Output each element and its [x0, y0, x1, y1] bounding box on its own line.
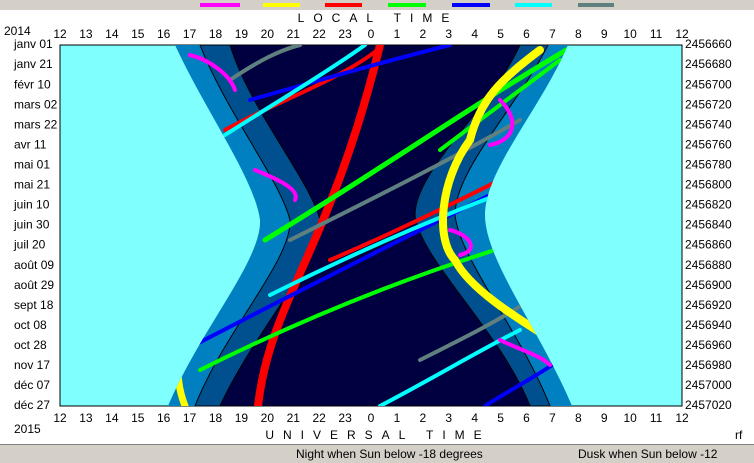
date-label: juil 20	[13, 238, 46, 252]
date-label: sept 18	[14, 298, 54, 312]
hour-label-top: 20	[261, 27, 275, 41]
hour-label-bottom: 9	[601, 411, 608, 425]
julian-day-label: 2456720	[685, 97, 732, 111]
hour-label-top: 19	[235, 27, 249, 41]
julian-day-label: 2456980	[685, 358, 732, 372]
julian-day-label: 2456660	[685, 37, 732, 51]
hour-label-bottom: 5	[497, 411, 504, 425]
legend-bar	[0, 0, 754, 10]
hour-label-top: 0	[368, 27, 375, 41]
dusk-note: Dusk when Sun below -12 degrees	[578, 447, 718, 463]
date-label: mai 21	[14, 178, 50, 192]
julian-day-label: 2456700	[685, 77, 732, 91]
date-label: juin 30	[13, 218, 50, 232]
julian-day-label: 2456960	[685, 338, 732, 352]
hour-label-top: 22	[312, 27, 326, 41]
hour-label-top: 4	[471, 27, 478, 41]
date-label: janv 21	[13, 57, 53, 71]
date-label: oct 28	[14, 338, 47, 352]
hour-label-bottom: 12	[675, 411, 689, 425]
julian-day-label: 2456760	[685, 137, 732, 151]
hour-label-top: 18	[209, 27, 223, 41]
hour-label-bottom: 4	[471, 411, 478, 425]
date-label: nov 17	[14, 358, 50, 372]
local-time-title: LOCAL TIME	[298, 11, 459, 25]
julian-day-label: 2456920	[685, 298, 732, 312]
julian-day-label: 2456840	[685, 218, 732, 232]
hour-label-bottom: 3	[445, 411, 452, 425]
hour-label-top: 21	[287, 27, 301, 41]
date-label: janv 01	[13, 37, 53, 51]
night-note: Night when Sun below -18 degrees	[296, 447, 483, 461]
julian-day-label: 2456800	[685, 178, 732, 192]
julian-day-label: 2456820	[685, 198, 732, 212]
hour-label-top: 8	[575, 27, 582, 41]
julian-day-label: 2457000	[685, 378, 732, 392]
hour-label-bottom: 0	[368, 411, 375, 425]
hour-label-top: 17	[183, 27, 197, 41]
hour-label-top: 12	[53, 27, 67, 41]
hour-label-bottom: 10	[623, 411, 637, 425]
hour-label-top: 9	[601, 27, 608, 41]
date-label: déc 27	[14, 398, 50, 412]
hour-label-top: 6	[523, 27, 530, 41]
hour-label-bottom: 19	[235, 411, 249, 425]
hour-label-top: 5	[497, 27, 504, 41]
julian-day-label: 2456880	[685, 258, 732, 272]
year-end: 2015	[14, 422, 41, 436]
hour-label-bottom: 11	[650, 411, 663, 425]
hour-label-bottom: 7	[549, 411, 556, 425]
date-label: févr 10	[14, 77, 51, 91]
hour-label-top: 12	[675, 27, 689, 41]
julian-day-label: 2456780	[685, 158, 732, 172]
julian-day-label: 2456860	[685, 238, 732, 252]
hour-label-top: 16	[157, 27, 171, 41]
hour-label-top: 7	[549, 27, 556, 41]
hour-label-bottom: 2	[419, 411, 426, 425]
hour-label-bottom: 16	[157, 411, 171, 425]
hour-label-bottom: 8	[575, 411, 582, 425]
hour-label-top: 1	[394, 27, 401, 41]
hour-label-bottom: 13	[79, 411, 93, 425]
hour-label-bottom: 14	[105, 411, 119, 425]
hour-label-top: 10	[623, 27, 637, 41]
date-label: mai 01	[14, 158, 50, 172]
julian-day-label: 2456940	[685, 318, 732, 332]
julian-day-label: 2456900	[685, 278, 732, 292]
hour-label-bottom: 12	[53, 411, 67, 425]
status-bar: Night when Sun below -18 degrees Dusk wh…	[0, 444, 754, 463]
date-label: avr 11	[14, 137, 47, 151]
hour-label-top: 11	[650, 27, 663, 41]
hour-label-top: 23	[338, 27, 352, 41]
universal-time-title: UNIVERSAL TIME	[265, 428, 490, 442]
hour-label-bottom: 1	[394, 411, 401, 425]
hour-label-bottom: 20	[261, 411, 275, 425]
date-label: août 29	[14, 278, 54, 292]
julian-day-label: 2456740	[685, 117, 732, 131]
julian-day-label: 2456680	[685, 57, 732, 71]
hour-label-top: 3	[445, 27, 452, 41]
date-label: oct 08	[14, 318, 47, 332]
corner-label: rf	[735, 428, 743, 442]
hour-label-top: 13	[79, 27, 93, 41]
date-label: mars 22	[14, 117, 58, 131]
hour-label-top: 15	[131, 27, 145, 41]
date-label: août 09	[14, 258, 54, 272]
date-label: juin 10	[13, 198, 50, 212]
hour-label-bottom: 18	[209, 411, 223, 425]
hour-label-top: 2	[419, 27, 426, 41]
hour-label-bottom: 15	[131, 411, 145, 425]
julian-day-label: 2457020	[685, 398, 732, 412]
year-start: 2014	[4, 24, 31, 38]
hour-label-top: 14	[105, 27, 119, 41]
hour-label-bottom: 17	[183, 411, 197, 425]
date-label: déc 07	[14, 378, 50, 392]
hour-label-bottom: 6	[523, 411, 530, 425]
hour-label-bottom: 23	[338, 411, 352, 425]
hour-label-bottom: 22	[312, 411, 326, 425]
visibility-chart: LOCAL TIME UNIVERSAL TIME 2014 2015 rf 1…	[0, 0, 754, 442]
hour-label-bottom: 21	[287, 411, 301, 425]
date-label: mars 02	[14, 97, 58, 111]
